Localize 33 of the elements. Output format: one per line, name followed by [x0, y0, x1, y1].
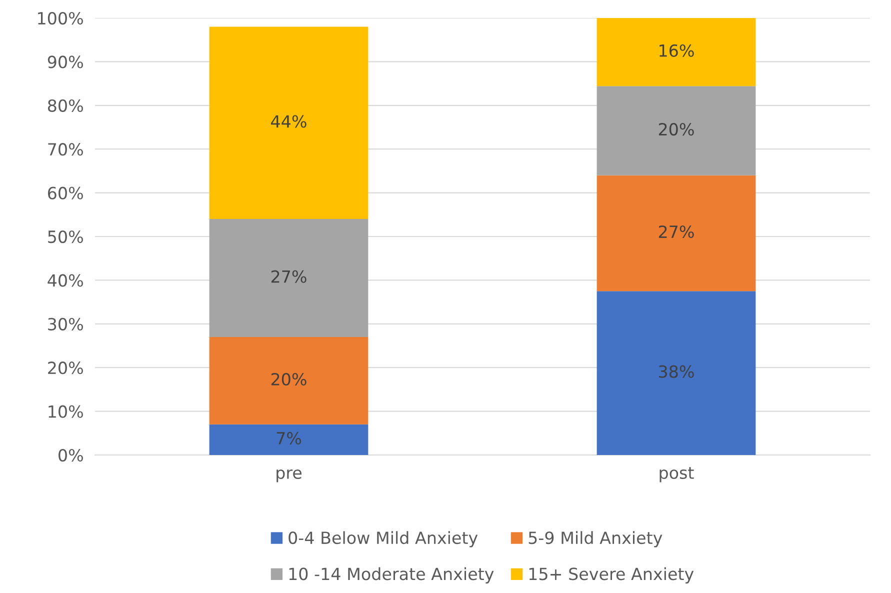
legend-label: 15+ Severe Anxiety [529, 567, 694, 584]
x-tick-label: post [660, 467, 694, 482]
data-label: 20% [658, 122, 694, 136]
legend-label: 10 -14 Moderate Anxiety [289, 567, 494, 584]
y-tick-label: 80% [48, 99, 83, 112]
y-tick-label: 90% [48, 56, 83, 68]
legend-label: 5-9 Mild Anxiety [528, 531, 662, 548]
y-tick-label: 10% [48, 405, 83, 418]
y-tick-label: 50% [48, 230, 83, 244]
data-label: 27% [658, 225, 694, 238]
data-label: 7% [276, 432, 302, 445]
y-tick-label: 70% [48, 143, 83, 156]
bar [596, 86, 756, 176]
data-label: 27% [271, 270, 306, 283]
y-tick-label: 60% [48, 186, 83, 200]
data-label: 44% [271, 115, 306, 128]
y-tick-label: 100% [38, 12, 83, 25]
data-label: 16% [660, 44, 694, 57]
bar [209, 219, 368, 338]
y-tick-label: 20% [48, 362, 83, 374]
bar [209, 26, 368, 220]
bar [596, 175, 756, 292]
bar [596, 291, 756, 455]
data-label: 20% [271, 372, 306, 386]
y-tick-label: 30% [48, 318, 83, 330]
y-tick-label: 0% [58, 448, 83, 462]
y-tick-label: 40% [48, 274, 83, 287]
bar [596, 18, 756, 86]
bar [209, 337, 368, 424]
bar [209, 424, 368, 455]
x-tick-label: pre [276, 469, 302, 482]
legend-label: 0-4 Below Mild Anxiety [288, 531, 478, 548]
data-label: 38% [659, 365, 694, 378]
